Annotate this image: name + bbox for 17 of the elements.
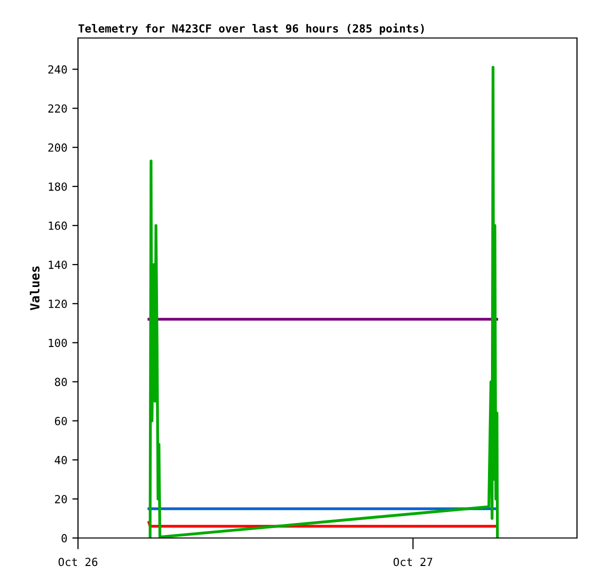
y-tick-label: 160 xyxy=(48,222,67,230)
chart-title: Telemetry for N423CF over last 96 hours (285 points) xyxy=(78,23,424,35)
x-tick-label: Oct 26 xyxy=(58,558,98,566)
y-tick-label: 220 xyxy=(48,104,67,113)
y-tick-label: 80 xyxy=(54,378,67,386)
y-tick-label: 180 xyxy=(48,182,67,191)
y-tick-label: 140 xyxy=(48,260,67,269)
y-tick-label: 120 xyxy=(48,300,67,308)
y-axis-title: Values xyxy=(30,266,40,310)
y-tick-label: 0 xyxy=(62,534,67,542)
y-tick-label: 20 xyxy=(55,494,67,504)
y-tick-label: 100 xyxy=(48,338,67,348)
y-tick-label: 240 xyxy=(48,65,67,74)
y-tick-label: 60 xyxy=(54,416,67,426)
y-tick-label: 40 xyxy=(54,456,67,464)
y-tick-label: 200 xyxy=(48,143,67,152)
x-tick-label: Oct 27 xyxy=(394,558,432,566)
